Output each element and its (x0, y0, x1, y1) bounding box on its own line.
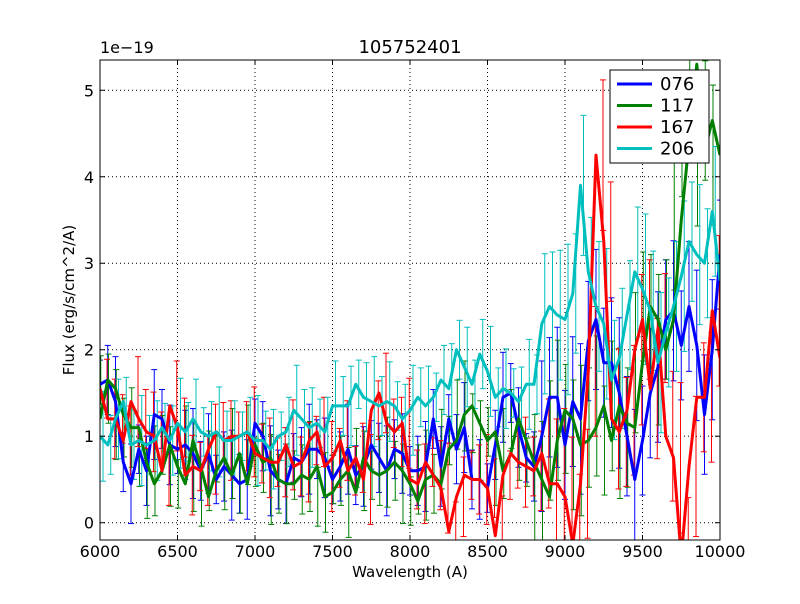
x-tick-label: 9500 (622, 542, 663, 561)
legend-label-167: 167 (660, 117, 694, 138)
y-tick-label: 5 (84, 81, 94, 100)
x-tick-label: 7500 (312, 542, 353, 561)
x-tick-label: 6000 (80, 542, 121, 561)
y-axis-label: Flux (erg/s/cm^2/A) (60, 225, 78, 376)
series-line-167 (100, 153, 720, 540)
axis-ticks: 6000 6500 7000 7500 8000 8500 9000 9500 10000 0 1 2… (80, 60, 746, 561)
y-tick-label: 1 (84, 427, 94, 446)
x-axis-label: Wavelength (A) (352, 563, 468, 581)
x-tick-label: 8500 (467, 542, 508, 561)
x-tick-label: 8000 (390, 542, 431, 561)
legend-label-206: 206 (660, 139, 694, 160)
y-tick-label: 3 (84, 254, 94, 273)
x-tick-label: 6500 (157, 542, 198, 561)
y-tick-label: 4 (84, 168, 94, 187)
legend-label-117: 117 (660, 96, 694, 117)
legend-label-076: 076 (660, 74, 694, 95)
y-tick-label: 0 (84, 514, 94, 533)
series-lines (100, 62, 720, 540)
chart-title: 105752401 (358, 37, 461, 58)
y-offset-label: 1e−19 (100, 38, 154, 57)
x-tick-label: 7000 (235, 542, 276, 561)
series-line-206 (100, 183, 720, 451)
x-tick-label: 9000 (545, 542, 586, 561)
y-tick-label: 2 (84, 341, 94, 360)
series-line-117 (100, 62, 720, 503)
x-tick-label: 10000 (695, 542, 746, 561)
